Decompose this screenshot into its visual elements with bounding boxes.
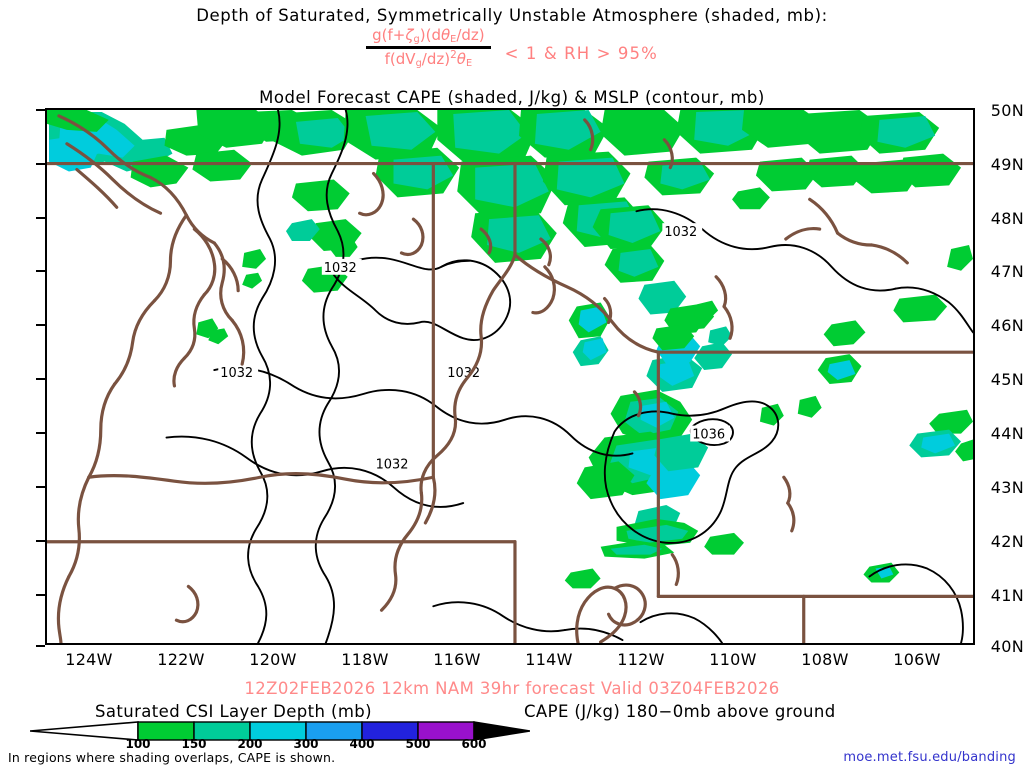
ytick-mark-50N (36, 109, 45, 111)
ytick-mark-43N (36, 486, 45, 488)
ytick-mark-49N (36, 163, 45, 165)
colorbar-tick-150: 150 (181, 737, 207, 751)
shaded-csi-depth-layer (47, 110, 973, 589)
colorbar-tick-500: 500 (405, 737, 431, 751)
csi-formula: g(f+ζg)(dθE/dz) f(dVg/dz)2θE < 1 & RH > … (0, 26, 1024, 70)
ytick-mark-40N (36, 645, 45, 647)
ytick-47N: 47N (990, 262, 1024, 281)
colorbar-tick-labels: 100 150 200 300 400 500 600 (30, 737, 550, 751)
colorbar-tick-300: 300 (293, 737, 319, 751)
ytick-mark-42N (36, 540, 45, 542)
xtick-116W: 116W (433, 650, 481, 669)
xtick-122W: 122W (157, 650, 205, 669)
contour-label-1032-b: 1032 (220, 366, 253, 381)
overlap-footnote: In regions where shading overlaps, CAPE … (8, 750, 336, 765)
source-url[interactable]: moe.met.fsu.edu/banding (843, 750, 1016, 765)
ytick-44N: 44N (990, 424, 1024, 443)
xtick-124W: 124W (65, 650, 113, 669)
contour-label-1032-e: 1032 (664, 225, 697, 240)
xtick-110W: 110W (709, 650, 757, 669)
formula-condition: < 1 & RH > 95% (504, 44, 658, 64)
colorbar[interactable] (30, 720, 530, 742)
fraction-bar (366, 46, 491, 49)
ytick-45N: 45N (990, 370, 1024, 389)
colorbar-svg (30, 721, 530, 741)
xtick-114W: 114W (525, 650, 573, 669)
forecast-valid-line: 12Z02FEB2026 12km NAM 39hr forecast Vali… (244, 679, 780, 698)
ytick-49N: 49N (990, 155, 1024, 174)
colorbar-tick-100: 100 (125, 737, 151, 751)
ytick-mark-45N (36, 378, 45, 380)
figure-title-line-1: Depth of Saturated, Symmetrically Unstab… (196, 6, 828, 25)
ytick-mark-46N (36, 324, 45, 326)
fraction-denominator: f(dVg/dz)2θE (384, 48, 473, 70)
ytick-48N: 48N (990, 209, 1024, 228)
mslp-contour-layer (165, 110, 973, 643)
figure-title-line-3: Model Forecast CAPE (shaded, J/kg) & MSL… (259, 88, 765, 107)
contour-label-1032-a: 1032 (324, 261, 357, 276)
xtick-112W: 112W (617, 650, 665, 669)
fraction-numerator: g(f+ζg)(dθE/dz) (372, 26, 485, 46)
colorbar-tail-right (473, 721, 530, 741)
ytick-mark-44N (36, 432, 45, 434)
ytick-mark-48N (36, 217, 45, 219)
csi-fraction: g(f+ζg)(dθE/dz) f(dVg/dz)2θE (366, 26, 491, 70)
ytick-50N: 50N (990, 101, 1024, 120)
xtick-108W: 108W (801, 650, 849, 669)
boundary-layer (47, 114, 973, 643)
map-svg: 1032 1032 1032 1032 1032 1036 (47, 110, 973, 643)
xtick-120W: 120W (249, 650, 297, 669)
ytick-40N: 40N (990, 637, 1024, 656)
colorbar-tick-600: 600 (461, 737, 487, 751)
ytick-42N: 42N (990, 532, 1024, 551)
contour-label-1036: 1036 (692, 428, 725, 443)
ytick-mark-41N (36, 594, 45, 596)
colorbar-tick-400: 400 (349, 737, 375, 751)
xtick-118W: 118W (341, 650, 389, 669)
colorbar-tick-200: 200 (237, 737, 263, 751)
ytick-41N: 41N (990, 586, 1024, 605)
xtick-106W: 106W (893, 650, 941, 669)
ytick-mark-47N (36, 270, 45, 272)
legend-caption-cape: CAPE (J/kg) 180−0mb above ground (524, 702, 836, 721)
ytick-43N: 43N (990, 478, 1024, 497)
map-canvas[interactable]: 1032 1032 1032 1032 1032 1036 (45, 108, 975, 645)
ytick-46N: 46N (990, 316, 1024, 335)
legend-caption-csi: Saturated CSI Layer Depth (mb) (95, 702, 373, 721)
contour-label-1032-d: 1032 (376, 457, 409, 472)
